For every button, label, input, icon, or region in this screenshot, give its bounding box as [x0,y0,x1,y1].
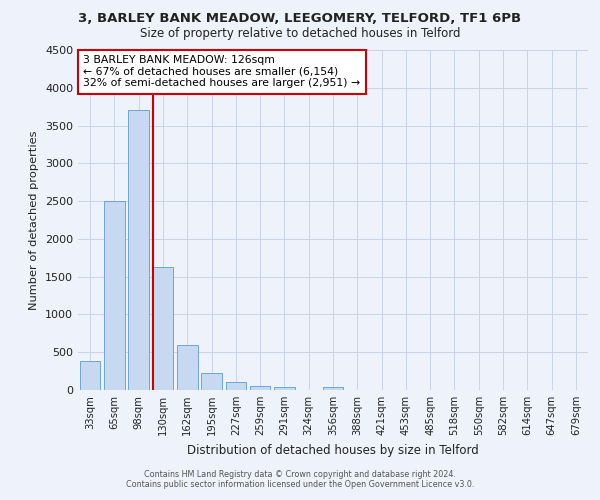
Bar [323,386,343,390]
Bar [177,346,197,390]
Bar [201,372,222,390]
Text: 3 BARLEY BANK MEADOW: 126sqm
← 67% of detached houses are smaller (6,154)
32% of: 3 BARLEY BANK MEADOW: 126sqm ← 67% of de… [83,55,360,88]
Bar [128,110,149,390]
Text: Contains HM Land Registry data © Crown copyright and database right 2024.
Contai: Contains HM Land Registry data © Crown c… [126,470,474,489]
Text: 3, BARLEY BANK MEADOW, LEEGOMERY, TELFORD, TF1 6PB: 3, BARLEY BANK MEADOW, LEEGOMERY, TELFOR… [79,12,521,26]
Text: Size of property relative to detached houses in Telford: Size of property relative to detached ho… [140,28,460,40]
Bar [104,201,125,390]
Bar [80,362,100,390]
Y-axis label: Number of detached properties: Number of detached properties [29,130,40,310]
Bar [226,382,246,390]
Bar [152,267,173,390]
Bar [274,386,295,390]
X-axis label: Distribution of detached houses by size in Telford: Distribution of detached houses by size … [187,444,479,456]
Bar [250,386,271,390]
